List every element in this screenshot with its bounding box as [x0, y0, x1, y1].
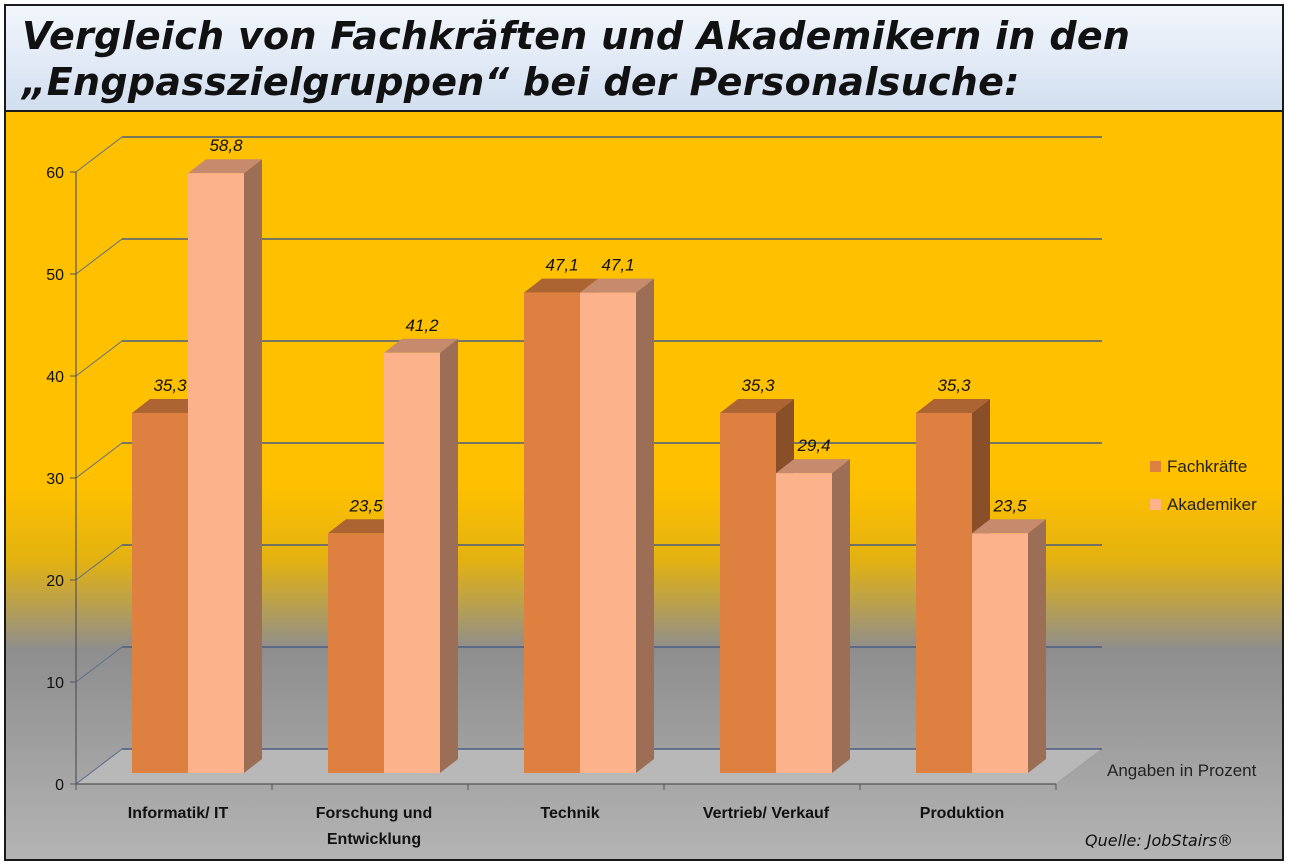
y-tick-label: 10 — [46, 675, 64, 692]
bar-top — [524, 278, 598, 293]
x-category-label: Forschung und Entwicklung — [316, 805, 432, 848]
gridline-side — [75, 748, 123, 785]
bar-top — [720, 398, 794, 413]
data-label: 29,4 — [796, 436, 830, 455]
bar — [776, 473, 832, 773]
data-label: 35,3 — [937, 376, 971, 395]
bar — [188, 173, 244, 774]
bar-side — [440, 338, 458, 773]
title-bar: Vergleich von Fachkräften und Akademiker… — [6, 6, 1282, 112]
bar-top — [328, 519, 402, 534]
y-tick-label: 30 — [46, 471, 64, 488]
data-label: 41,2 — [405, 316, 439, 335]
legend-label: Fachkräfte — [1167, 457, 1247, 476]
bar — [384, 352, 440, 773]
x-category-label: Informatik/ IT — [128, 805, 229, 822]
y-tick-label: 50 — [46, 267, 64, 284]
bar-top — [776, 459, 850, 474]
legend-swatch — [1150, 461, 1161, 472]
bar-top — [384, 338, 458, 353]
x-category-label: Produktion — [920, 805, 1004, 822]
y-tick-label: 40 — [46, 369, 64, 386]
bar — [580, 292, 636, 773]
bar-side — [1028, 519, 1046, 773]
bar — [524, 292, 580, 773]
data-label: 23,5 — [348, 496, 383, 515]
data-label: 23,5 — [992, 496, 1027, 515]
bar — [916, 412, 972, 773]
legend-swatch — [1150, 499, 1161, 510]
chart-frame: Vergleich von Fachkräften und Akademiker… — [4, 4, 1284, 861]
data-label: 35,3 — [153, 376, 187, 395]
legend-label: Akademiker — [1167, 495, 1257, 514]
data-label: 47,1 — [545, 256, 578, 275]
bar — [132, 412, 188, 773]
x-category-label: Vertrieb/ Verkauf — [703, 805, 830, 822]
bar-side — [636, 278, 654, 773]
bar-top — [916, 398, 990, 413]
gridline-side — [75, 646, 123, 683]
bar — [328, 533, 384, 773]
bar-top — [188, 159, 262, 174]
bar-top — [132, 398, 206, 413]
bar-top — [972, 519, 1046, 534]
y-tick-label: 0 — [55, 777, 64, 794]
bar-side — [244, 159, 262, 774]
gridline-side — [75, 340, 123, 377]
gridline-side — [75, 136, 123, 173]
bar — [720, 412, 776, 773]
data-label: 47,1 — [601, 256, 634, 275]
data-label: 35,3 — [741, 376, 775, 395]
y-tick-label: 60 — [46, 165, 64, 182]
gridline-side — [75, 544, 123, 581]
chart-title-line-2: „Engpasszielgruppen“ bei der Personalsuc… — [22, 60, 1020, 104]
bar-side — [832, 459, 850, 773]
gridline-side — [75, 238, 123, 275]
bar-top — [580, 278, 654, 293]
data-label: 58,8 — [209, 136, 243, 155]
chart-title-line-1: Vergleich von Fachkräften und Akademiker… — [22, 14, 1131, 58]
source-note: Quelle: JobStairs® — [1085, 831, 1233, 850]
unit-note: Angaben in Prozent — [1107, 761, 1257, 780]
gridline-side — [75, 442, 123, 479]
y-tick-label: 20 — [46, 573, 64, 590]
x-category-label: Technik — [540, 805, 599, 822]
bar — [972, 533, 1028, 773]
